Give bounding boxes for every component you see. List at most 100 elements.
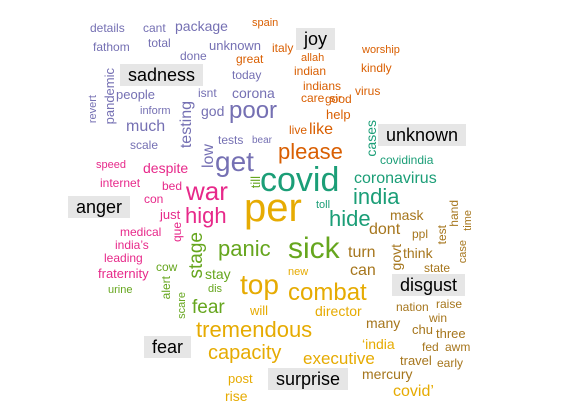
word: fraternity <box>98 266 149 281</box>
label-disgust: disgust <box>392 274 466 296</box>
word: travel <box>400 353 432 368</box>
word: stay <box>205 266 231 282</box>
word: scare <box>176 292 188 319</box>
word: care <box>301 91 325 105</box>
word: con <box>144 192 164 206</box>
word: chu <box>412 322 433 337</box>
word: war <box>186 176 228 206</box>
word: much <box>126 118 166 135</box>
label-anger: anger <box>68 196 131 218</box>
word: total <box>148 36 171 50</box>
word: unknown <box>209 38 262 53</box>
word: mask <box>390 207 424 223</box>
label-joy: joy <box>296 28 336 50</box>
word: que <box>170 222 184 243</box>
word: alert <box>159 276 173 300</box>
word: test <box>435 225 449 245</box>
word: italy <box>272 41 294 55</box>
word: virus <box>355 84 381 98</box>
word: despite <box>143 160 189 176</box>
word: testing <box>178 101 195 149</box>
word: indians <box>303 79 342 93</box>
word: isnt <box>198 86 217 100</box>
word: can <box>350 262 376 279</box>
word: many <box>366 315 401 331</box>
word: done <box>180 49 207 63</box>
word: package <box>175 18 228 34</box>
word: tests <box>218 133 244 147</box>
word: coronavirus <box>354 170 437 187</box>
word: fear <box>192 297 225 318</box>
word: worship <box>362 44 400 56</box>
word: pandemic <box>102 68 117 125</box>
word: win <box>429 311 448 325</box>
word: god <box>201 103 225 119</box>
word: director <box>315 303 362 319</box>
word: revert <box>87 95 99 124</box>
word: today <box>232 68 262 82</box>
word: urine <box>108 284 133 296</box>
word: please <box>278 139 343 164</box>
label-sadness: sadness <box>120 64 204 86</box>
word: panic <box>218 236 271 261</box>
word: internet <box>100 176 141 190</box>
word: govt <box>388 244 404 271</box>
word: toll <box>316 199 331 211</box>
word: ‘india <box>362 336 395 352</box>
word: case <box>457 240 469 264</box>
word: good <box>325 92 352 106</box>
word: help <box>326 107 351 122</box>
label-fear: fear <box>144 336 192 358</box>
word: allah <box>301 52 325 64</box>
word: stage <box>186 232 207 279</box>
word: hand <box>447 200 461 227</box>
word: covid’ <box>393 383 434 400</box>
word: bed <box>162 179 183 193</box>
word: spain <box>252 17 279 29</box>
word: people <box>116 87 156 102</box>
word: corona <box>232 85 275 101</box>
word: scale <box>130 138 159 152</box>
word: indian <box>294 64 327 78</box>
word: post <box>228 371 253 386</box>
word: awm <box>445 340 471 354</box>
word: great <box>236 52 264 66</box>
word: speed <box>96 159 126 171</box>
word: like <box>309 121 334 138</box>
word: covidindia <box>380 153 434 167</box>
word: high <box>185 203 227 228</box>
word: combat <box>288 279 367 306</box>
word: fed <box>422 340 439 354</box>
word: nation <box>396 300 429 314</box>
word: hide <box>329 206 371 231</box>
word: executive <box>303 349 375 368</box>
word: leading <box>104 251 143 265</box>
word: dis <box>208 283 223 295</box>
word: top <box>240 269 279 300</box>
word: dont <box>369 221 401 238</box>
word: india’s <box>115 238 149 252</box>
word: live <box>289 123 308 137</box>
word: inform <box>140 105 171 117</box>
word: three <box>436 326 466 341</box>
word: ppl <box>412 227 429 241</box>
word: per <box>244 186 302 230</box>
label-surprise: surprise <box>268 368 349 390</box>
word: covid <box>260 161 340 199</box>
word: time <box>462 210 474 231</box>
word: sick <box>288 232 340 265</box>
label-unknown: unknown <box>378 124 467 146</box>
word: new <box>288 266 309 278</box>
word: capacity <box>208 342 282 364</box>
word: think <box>403 245 433 261</box>
word: rise <box>225 388 248 404</box>
word: mercury <box>362 366 413 382</box>
word: tremendous <box>196 317 313 342</box>
word: cant <box>143 21 166 35</box>
word: state <box>424 261 451 275</box>
word: cases <box>363 120 379 157</box>
word: raise <box>436 297 463 311</box>
word: early <box>437 356 464 370</box>
word: details <box>90 21 125 35</box>
word: cow <box>156 260 178 274</box>
